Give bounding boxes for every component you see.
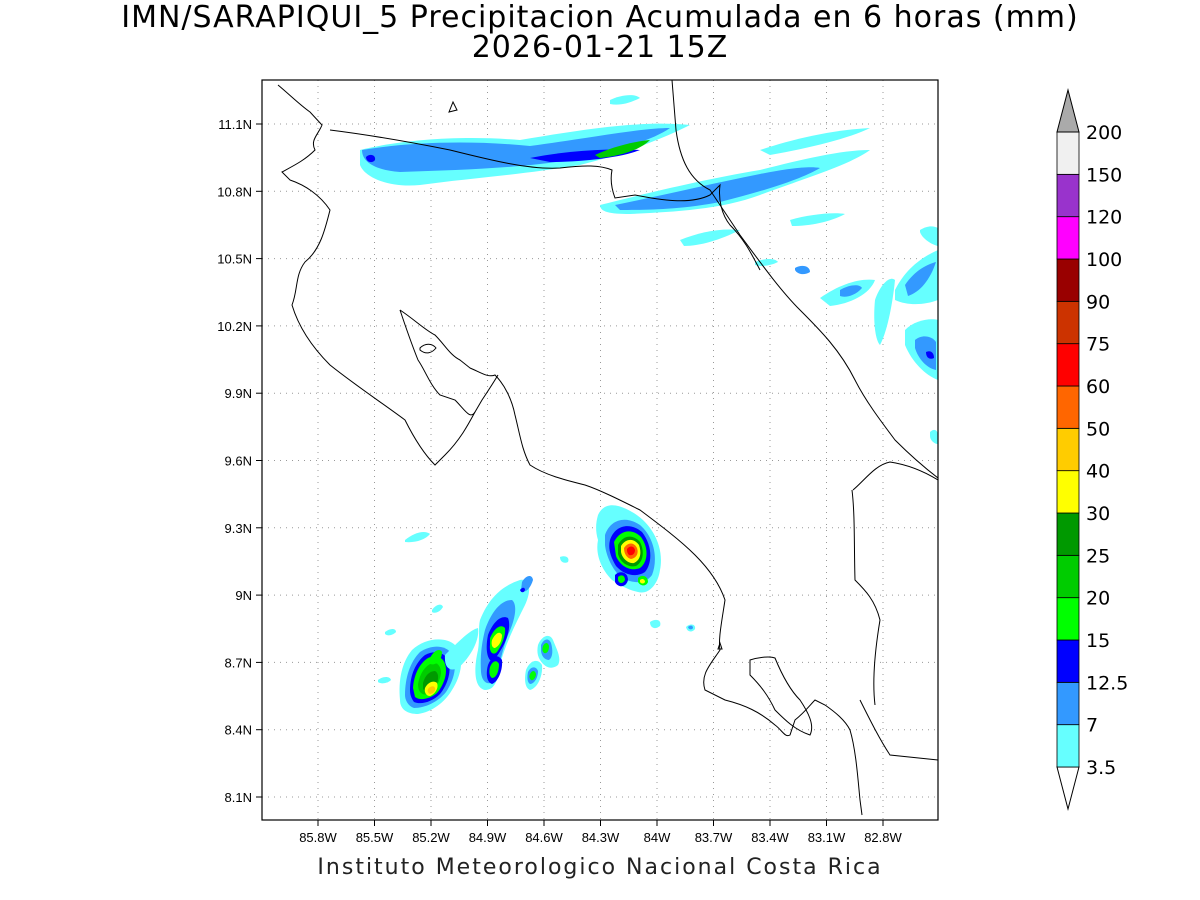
x-tick-label: 85.5W	[356, 830, 394, 845]
colorbar-segment	[1056, 639, 1080, 683]
grid-lines	[262, 80, 938, 820]
precip-band-north	[360, 95, 938, 444]
y-tick-label: 9.6N	[225, 454, 252, 469]
x-tick-label: 84.6W	[525, 830, 563, 845]
x-tick-label: 85.2W	[412, 830, 450, 845]
precip-cell-central	[560, 505, 696, 632]
colorbar-segment	[1056, 258, 1080, 302]
y-tick-label: 8.7N	[225, 655, 252, 670]
x-tick-label: 83.1W	[808, 830, 846, 845]
y-tick-label: 11.1N	[218, 117, 252, 132]
map-title-line2: 2026-01-21 15Z	[471, 30, 729, 65]
y-tick-label: 9N	[235, 588, 252, 603]
x-tick-label: 83.7W	[695, 830, 733, 845]
precipitation-shading	[360, 95, 938, 714]
x-axis-ticks: 85.8W 85.5W 85.2W 84.9W 84.6W 84.3W 84W 83.7W 83…	[299, 820, 903, 845]
x-tick-label: 85.8W	[299, 830, 337, 845]
colorbar-label: 200	[1086, 122, 1122, 144]
map-title-line1: IMN/SARAPIQUI_5 Precipitacion Acumulada …	[121, 0, 1079, 35]
y-tick-label: 9.3N	[225, 521, 252, 536]
colorbar: 3.5 7 12.5 15 20 25 30 40 50 60 75 90 100 120 150 200	[1056, 88, 1128, 811]
colorbar-segment	[1056, 512, 1080, 556]
colorbar-segment	[1056, 681, 1080, 726]
colorbar-under-triangle	[1056, 766, 1080, 811]
y-tick-label: 10.8N	[217, 184, 252, 199]
colorbar-label: 75	[1086, 334, 1110, 356]
y-tick-label: 10.2N	[217, 319, 252, 334]
x-tick-label: 82.8W	[864, 830, 902, 845]
colorbar-segment	[1056, 554, 1080, 599]
y-axis-ticks: 11.1N 10.8N 10.5N 10.2N 9.9N 9.6N 9.3N 9N 8.7N 8.…	[217, 117, 262, 805]
colorbar-segment	[1056, 385, 1080, 429]
colorbar-label: 30	[1086, 503, 1110, 525]
x-tick-label: 84.3W	[582, 830, 620, 845]
x-tick-label: 83.4W	[751, 830, 789, 845]
colorbar-label: 100	[1086, 249, 1122, 271]
y-tick-label: 10.5N	[217, 252, 252, 267]
x-tick-label: 84W	[644, 830, 671, 845]
colorbar-label: 15	[1086, 630, 1110, 652]
colorbar-segment	[1056, 343, 1080, 387]
colorbar-label: 60	[1086, 376, 1110, 398]
colorbar-label: 50	[1086, 418, 1110, 440]
colorbar-label: 90	[1086, 291, 1110, 313]
colorbar-label: 120	[1086, 207, 1122, 229]
colorbar-label: 3.5	[1086, 757, 1116, 779]
colorbar-label: 20	[1086, 588, 1110, 610]
y-tick-label: 8.1N	[225, 790, 252, 805]
coastlines-borders	[277, 80, 938, 816]
colorbar-label: 12.5	[1086, 672, 1128, 694]
footer-credit: Instituto Meteorologico Nacional Costa R…	[317, 855, 883, 880]
colorbar-label: 40	[1086, 461, 1110, 483]
colorbar-segment	[1056, 470, 1080, 514]
colorbar-segment	[1056, 216, 1080, 260]
colorbar-label: 25	[1086, 545, 1110, 567]
colorbar-segment	[1056, 427, 1080, 472]
colorbar-segment	[1056, 300, 1080, 345]
colorbar-segment	[1056, 131, 1080, 175]
map-frame	[261, 79, 939, 821]
x-tick-label: 84.9W	[469, 830, 507, 845]
precip-cell-southwest	[378, 532, 560, 714]
colorbar-label: 7	[1086, 715, 1098, 737]
y-tick-label: 8.4N	[225, 723, 252, 738]
colorbar-over-triangle	[1056, 88, 1080, 133]
colorbar-segment	[1056, 173, 1080, 218]
colorbar-label: 150	[1086, 164, 1122, 186]
colorbar-segment	[1056, 597, 1080, 641]
y-tick-label: 9.9N	[225, 386, 252, 401]
colorbar-segment	[1056, 724, 1080, 768]
